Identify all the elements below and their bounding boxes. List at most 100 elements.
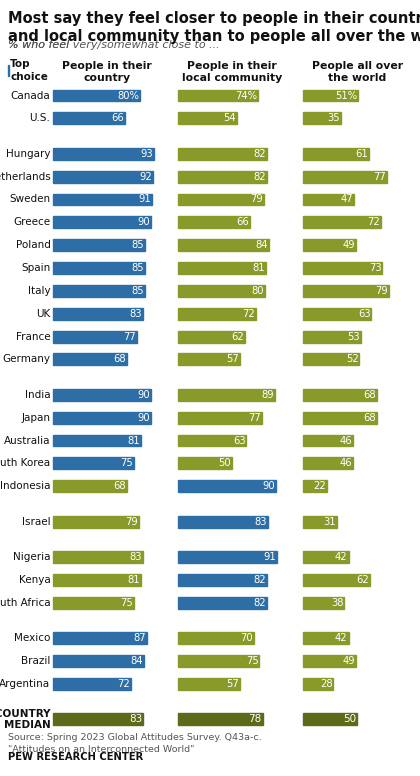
Text: 82: 82: [253, 575, 266, 585]
Bar: [303, 516, 336, 528]
Text: 75: 75: [121, 459, 134, 469]
Text: U.S.: U.S.: [29, 113, 50, 123]
Bar: [178, 217, 249, 228]
Text: Kenya: Kenya: [19, 575, 50, 585]
Text: People all over
the world: People all over the world: [312, 61, 403, 83]
Text: 89: 89: [261, 390, 274, 400]
Text: 66: 66: [111, 113, 123, 123]
Bar: [178, 435, 247, 446]
Bar: [53, 435, 141, 446]
Bar: [53, 239, 145, 251]
Text: 83: 83: [130, 552, 142, 562]
Text: 77: 77: [373, 171, 386, 182]
Text: 51%: 51%: [335, 91, 357, 101]
Bar: [178, 148, 267, 160]
Text: Hungary: Hungary: [6, 149, 50, 159]
Text: 81: 81: [252, 263, 265, 273]
Text: 83: 83: [130, 309, 142, 319]
Bar: [178, 389, 275, 400]
Text: 50: 50: [343, 715, 356, 724]
Bar: [178, 308, 256, 320]
Text: Argentina: Argentina: [0, 679, 50, 689]
Text: 62: 62: [231, 331, 244, 341]
Bar: [178, 113, 236, 124]
Text: 53: 53: [347, 331, 360, 341]
Text: Mexico: Mexico: [14, 633, 50, 643]
Text: South Africa: South Africa: [0, 598, 50, 608]
Text: 72: 72: [117, 679, 130, 689]
Text: 80%: 80%: [117, 91, 139, 101]
Text: 82: 82: [253, 171, 266, 182]
Text: Most say they feel closer to people in their country
and local community than to: Most say they feel closer to people in t…: [8, 11, 420, 44]
Text: Sweden: Sweden: [9, 195, 50, 204]
Text: 61: 61: [355, 149, 368, 159]
Text: 66: 66: [236, 217, 249, 227]
Text: Israel: Israel: [22, 517, 50, 527]
Text: 57: 57: [226, 355, 239, 365]
Bar: [53, 678, 131, 690]
Bar: [178, 354, 240, 365]
Bar: [53, 516, 139, 528]
Text: India: India: [25, 390, 50, 400]
Bar: [53, 632, 147, 644]
Bar: [178, 632, 254, 644]
Text: 68: 68: [113, 355, 126, 365]
Text: 70: 70: [240, 633, 253, 643]
Text: UK: UK: [36, 309, 50, 319]
Text: 68: 68: [363, 413, 376, 423]
Bar: [303, 480, 327, 492]
Bar: [178, 713, 262, 726]
Bar: [303, 632, 349, 644]
Bar: [53, 354, 127, 365]
Bar: [178, 480, 276, 492]
Bar: [303, 389, 377, 400]
Text: 42: 42: [335, 633, 348, 643]
Text: 93: 93: [140, 149, 153, 159]
Text: Netherlands: Netherlands: [0, 171, 50, 182]
Bar: [303, 354, 360, 365]
Bar: [53, 597, 134, 608]
Bar: [53, 655, 144, 667]
Text: 85: 85: [131, 263, 144, 273]
Text: % who feel: % who feel: [8, 40, 73, 50]
Bar: [303, 458, 353, 469]
Bar: [53, 285, 145, 297]
Text: 90: 90: [137, 217, 150, 227]
Text: PEW RESEARCH CENTER: PEW RESEARCH CENTER: [8, 753, 144, 763]
Text: 81: 81: [127, 575, 140, 585]
Text: Canada: Canada: [11, 91, 50, 101]
Bar: [303, 148, 369, 160]
Text: 79: 79: [125, 517, 138, 527]
Text: Spain: Spain: [21, 263, 50, 273]
Text: Indonesia: Indonesia: [0, 481, 50, 491]
Bar: [303, 412, 377, 424]
Bar: [53, 331, 136, 342]
Text: 84: 84: [256, 241, 268, 250]
Text: 77: 77: [248, 413, 261, 423]
Text: 87: 87: [134, 633, 147, 643]
Bar: [53, 171, 153, 182]
Bar: [53, 412, 151, 424]
Text: 80: 80: [252, 286, 264, 296]
Text: 78: 78: [249, 715, 262, 724]
Text: 62: 62: [357, 575, 369, 585]
Text: % who feel ​very/somewhat close to ...: % who feel ​very/somewhat close to ...: [8, 40, 220, 50]
Bar: [303, 89, 358, 102]
Bar: [178, 516, 268, 528]
Text: People in their
local community: People in their local community: [182, 61, 282, 83]
Bar: [303, 551, 349, 563]
Text: 90: 90: [137, 390, 150, 400]
Bar: [53, 308, 143, 320]
Text: 52: 52: [346, 355, 359, 365]
Bar: [53, 458, 134, 469]
Text: 35: 35: [328, 113, 340, 123]
Text: 82: 82: [253, 598, 266, 608]
Bar: [178, 262, 266, 274]
Bar: [53, 148, 154, 160]
Text: Germany: Germany: [3, 355, 50, 365]
Text: Greece: Greece: [13, 217, 50, 227]
Text: 38: 38: [331, 598, 343, 608]
Text: Italy: Italy: [28, 286, 50, 296]
Text: Poland: Poland: [16, 241, 50, 250]
Text: 57: 57: [226, 679, 239, 689]
